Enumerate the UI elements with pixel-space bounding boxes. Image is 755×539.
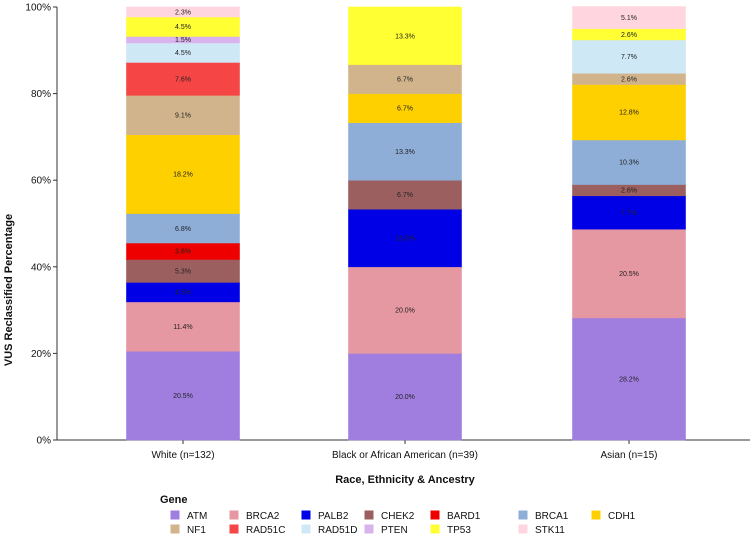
bar-segment-brca1 (348, 122, 462, 181)
bar-segment-nf1 (348, 64, 462, 94)
legend-label-nf1: NF1 (187, 525, 206, 536)
data-label: 20.5% (173, 393, 193, 400)
bar-segment-atm (348, 353, 462, 441)
bar-segment-brca1 (572, 139, 686, 185)
data-label: 13.3% (395, 33, 415, 40)
legend-label-atm: ATM (187, 511, 207, 522)
x-tick-label: White (n=132) (151, 450, 214, 461)
bar-segment-nf1 (126, 95, 240, 136)
legend-label-rad51c: RAD51C (246, 525, 285, 536)
legend-label-bard1: BARD1 (447, 511, 481, 522)
y-tick-label: 60% (31, 176, 51, 187)
y-tick-label: 40% (31, 262, 51, 273)
legend-swatch-palb2 (301, 510, 311, 520)
data-label: 6.8% (175, 226, 191, 233)
data-label: 2.3% (175, 9, 191, 16)
legend-label-cdh1: CDH1 (608, 511, 636, 522)
bar-segment-rad51c (126, 62, 240, 96)
bar-segment-palb2 (348, 208, 462, 268)
data-label: 4.5% (175, 24, 191, 31)
x-axis-title: Race, Ethnicity & Ancestry (335, 474, 475, 486)
legend: ATM BRCA2 PALB2 CHEK2 BARD1 BRCA1 CDH1 NF1 RAD51… (170, 510, 636, 536)
bar-segment-brca2 (126, 301, 240, 352)
legend-swatch-pten (364, 524, 374, 534)
legend-swatch-bard1 (430, 510, 440, 520)
data-label: 3.8% (175, 249, 191, 256)
legend-swatch-rad51c (229, 524, 239, 534)
data-label: 6.7% (397, 77, 413, 84)
data-label: 7.6% (175, 76, 191, 83)
data-label: 20.0% (395, 308, 415, 315)
bar-segment-brca2 (348, 266, 462, 354)
data-label: 7.7% (621, 210, 637, 217)
bar-segment-cdh1 (572, 84, 686, 141)
legend-label-brca2: BRCA2 (246, 511, 280, 522)
legend-label-chek2: CHEK2 (381, 511, 415, 522)
bar-segment-palb2 (572, 195, 686, 230)
bar-segment-brca1 (126, 213, 240, 244)
bar-segment-chek2 (348, 179, 462, 210)
legend-swatch-cdh1 (591, 510, 601, 520)
y-tick-label: 100% (25, 3, 51, 14)
bar-segment-stk11 (572, 6, 686, 29)
legend-swatch-brca1 (518, 510, 528, 520)
data-label: 12.8% (619, 110, 639, 117)
legend-label-brca1: BRCA1 (535, 511, 569, 522)
data-label: 5.3% (175, 268, 191, 275)
data-label: 18.2% (173, 172, 193, 179)
bar-segment-rad51d (572, 39, 686, 74)
data-label: 6.7% (397, 192, 413, 199)
legend-label-pten: PTEN (381, 525, 408, 536)
legend-label-palb2: PALB2 (318, 511, 349, 522)
data-label: 20.5% (619, 271, 639, 278)
bar-segment-stk11 (126, 6, 240, 18)
data-label: 4.5% (175, 50, 191, 57)
y-tick-label: 0% (37, 436, 52, 447)
data-label: 13.3% (395, 236, 415, 243)
legend-swatch-stk11 (518, 524, 528, 534)
legend-label-stk11: STK11 (535, 525, 565, 536)
data-label: 13.3% (395, 149, 415, 156)
data-label: 2.6% (621, 188, 637, 195)
legend-swatch-nf1 (170, 524, 180, 534)
data-label: 5.1% (621, 15, 637, 22)
data-label: 20.0% (395, 394, 415, 401)
data-label: 1.5% (175, 37, 191, 44)
legend-label-tp53: TP53 (447, 525, 471, 536)
legend-swatch-atm (170, 510, 180, 520)
y-tick-label: 20% (31, 349, 51, 360)
bar-segment-cdh1 (348, 93, 462, 123)
data-label: 10.3% (619, 160, 639, 167)
segment-labels: 20.5% 11.4% 4.5% 5.3% 3.8% 6.8% 18.2% 9.1% 7.6% 4… (173, 9, 639, 401)
y-tick-label: 80% (31, 89, 51, 100)
legend-swatch-chek2 (364, 510, 374, 520)
bar-segment-brca2 (572, 228, 686, 319)
bars (126, 6, 686, 441)
legend-swatch-rad51d (301, 524, 311, 534)
data-label: 2.6% (621, 32, 637, 39)
bar-segment-atm (126, 350, 240, 441)
bar-segment-cdh1 (126, 134, 240, 214)
data-label: 28.2% (619, 376, 639, 383)
legend-title: Gene (160, 494, 188, 506)
bar-segment-atm (572, 317, 686, 441)
bar-segment-tp53 (348, 6, 462, 65)
data-label: 2.6% (621, 76, 637, 83)
legend-label-rad51d: RAD51D (318, 525, 357, 536)
data-label: 6.7% (397, 106, 413, 113)
data-label: 9.1% (175, 113, 191, 120)
data-label: 11.4% (173, 324, 192, 331)
data-label: 7.7% (621, 54, 637, 61)
data-label: 4.5% (175, 290, 191, 297)
x-tick-label: Black or African American (n=39) (332, 450, 478, 461)
y-axis-title: VUS Reclassified Percentage (3, 214, 15, 366)
legend-swatch-brca2 (229, 510, 239, 520)
x-tick-label: Asian (n=15) (601, 450, 658, 461)
legend-swatch-tp53 (430, 524, 440, 534)
